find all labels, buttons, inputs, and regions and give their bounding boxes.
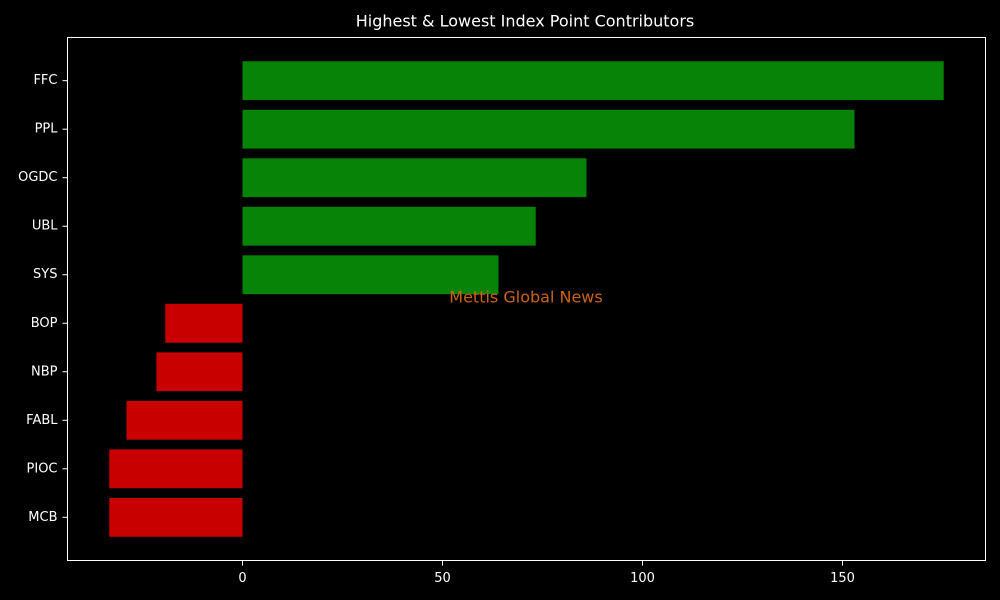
- y-tick-label: PIOC: [27, 461, 58, 476]
- bar: [242, 206, 536, 246]
- bar: [165, 303, 243, 343]
- bar: [242, 158, 587, 198]
- chart-title: Highest & Lowest Index Point Contributor…: [356, 12, 695, 31]
- x-tick-label: 100: [630, 571, 655, 586]
- bar: [109, 497, 243, 537]
- y-tick-label: PPL: [35, 122, 59, 137]
- x-tick-label: 50: [434, 571, 451, 586]
- plot-frame: [67, 37, 986, 561]
- bar: [126, 400, 243, 440]
- bar: [242, 255, 499, 295]
- bar: [242, 61, 944, 101]
- y-tick-label: UBL: [32, 219, 58, 234]
- bar: [242, 109, 855, 149]
- y-tick-label: NBP: [31, 364, 58, 379]
- bar: [156, 352, 243, 392]
- y-tick-label: FABL: [26, 413, 58, 428]
- bar: [109, 449, 243, 489]
- y-tick-label: MCB: [28, 510, 57, 525]
- y-tick-label: SYS: [33, 267, 57, 282]
- x-tick-label: 0: [238, 571, 246, 586]
- y-tick-label: OGDC: [18, 170, 57, 185]
- y-tick-label: FFC: [33, 73, 57, 88]
- watermark: Mettis Global News: [449, 288, 602, 307]
- x-tick-label: 150: [830, 571, 855, 586]
- y-tick-label: BOP: [31, 316, 58, 331]
